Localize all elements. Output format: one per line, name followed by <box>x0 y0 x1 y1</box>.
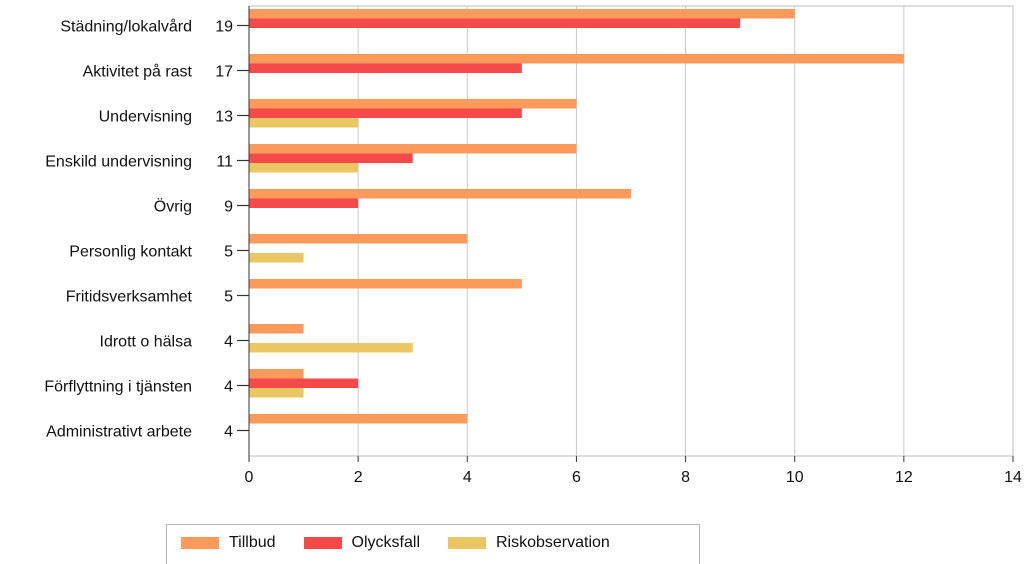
legend-label-olycksfall: Olycksfall <box>351 534 420 551</box>
grid-lines <box>248 5 1014 457</box>
category-total: 4 <box>224 379 233 396</box>
legend: Tillbud Olycksfall Riskobservation <box>166 524 700 564</box>
legend-item-olycksfall: Olycksfall <box>303 534 420 552</box>
x-tick-label: 8 <box>681 469 690 486</box>
category-total: 11 <box>216 154 233 171</box>
bar-tillbud <box>249 279 522 289</box>
legend-label-riskobservation: Riskobservation <box>496 534 610 551</box>
category-total: 19 <box>215 19 233 36</box>
bar-tillbud <box>249 9 795 19</box>
category-label: Övrig <box>154 198 192 216</box>
axes: 0 2 4 6 8 10 12 14 <box>237 6 1022 486</box>
bar-tillbud <box>249 369 304 379</box>
bar-olycksfall <box>249 108 522 118</box>
legend-swatch-olycksfall <box>303 537 342 549</box>
legend-item-tillbud: Tillbud <box>181 534 276 552</box>
bar-riskobservation <box>249 163 359 173</box>
x-tick-label: 12 <box>895 469 913 486</box>
legend-label-tillbud: Tillbud <box>229 534 276 551</box>
bar-riskobservation <box>249 118 359 128</box>
bar-tillbud <box>249 324 304 334</box>
category-total: 13 <box>215 109 233 126</box>
x-tick-label: 10 <box>786 469 804 486</box>
x-tick-label: 0 <box>245 469 254 486</box>
category-total: 4 <box>224 424 233 441</box>
bars <box>249 9 904 424</box>
bar-tillbud <box>249 234 468 244</box>
category-label: Förflyttning i tjänsten <box>44 379 192 396</box>
bar-tillbud <box>249 99 577 109</box>
category-label: Städning/lokalvård <box>60 18 192 36</box>
x-tick-label: 4 <box>463 469 472 486</box>
bar-olycksfall <box>249 63 522 73</box>
category-total: 4 <box>224 334 233 351</box>
category-label: Idrott o hälsa <box>100 334 193 351</box>
category-total: 9 <box>224 199 233 216</box>
legend-item-riskobservation: Riskobservation <box>448 534 610 552</box>
category-label: Fritidsverksamhet <box>66 289 193 306</box>
plot-frame <box>248 5 1014 457</box>
category-label: Enskild undervisning <box>45 154 192 171</box>
bar-olycksfall <box>249 153 413 163</box>
x-tick-label: 14 <box>1004 469 1022 486</box>
bar-olycksfall <box>249 18 741 28</box>
bar-riskobservation <box>249 388 304 398</box>
bar-olycksfall <box>249 198 359 208</box>
x-tick-label: 6 <box>572 469 581 486</box>
category-label: Personlig kontakt <box>69 244 192 261</box>
bar-tillbud <box>249 189 631 199</box>
category-total: 5 <box>224 289 233 306</box>
category-label: Undervisning <box>99 109 192 126</box>
category-label: Administrativt arbete <box>46 424 192 441</box>
category-label: Aktivitet på rast <box>83 63 193 81</box>
bar-tillbud <box>249 54 904 64</box>
legend-swatch-riskobservation <box>448 537 486 549</box>
category-total: 17 <box>215 64 233 81</box>
bar-riskobservation <box>249 253 304 263</box>
x-tick-label: 2 <box>354 469 363 486</box>
bar-riskobservation <box>249 343 413 353</box>
category-labels: 19 Städning/lokalvård 17 Aktivitet på rast 1… <box>44 18 233 441</box>
bar-tillbud <box>249 414 468 424</box>
legend-swatch-tillbud <box>181 537 219 549</box>
bar-tillbud <box>249 144 577 154</box>
bar-olycksfall <box>249 378 359 388</box>
category-total: 5 <box>224 244 233 261</box>
